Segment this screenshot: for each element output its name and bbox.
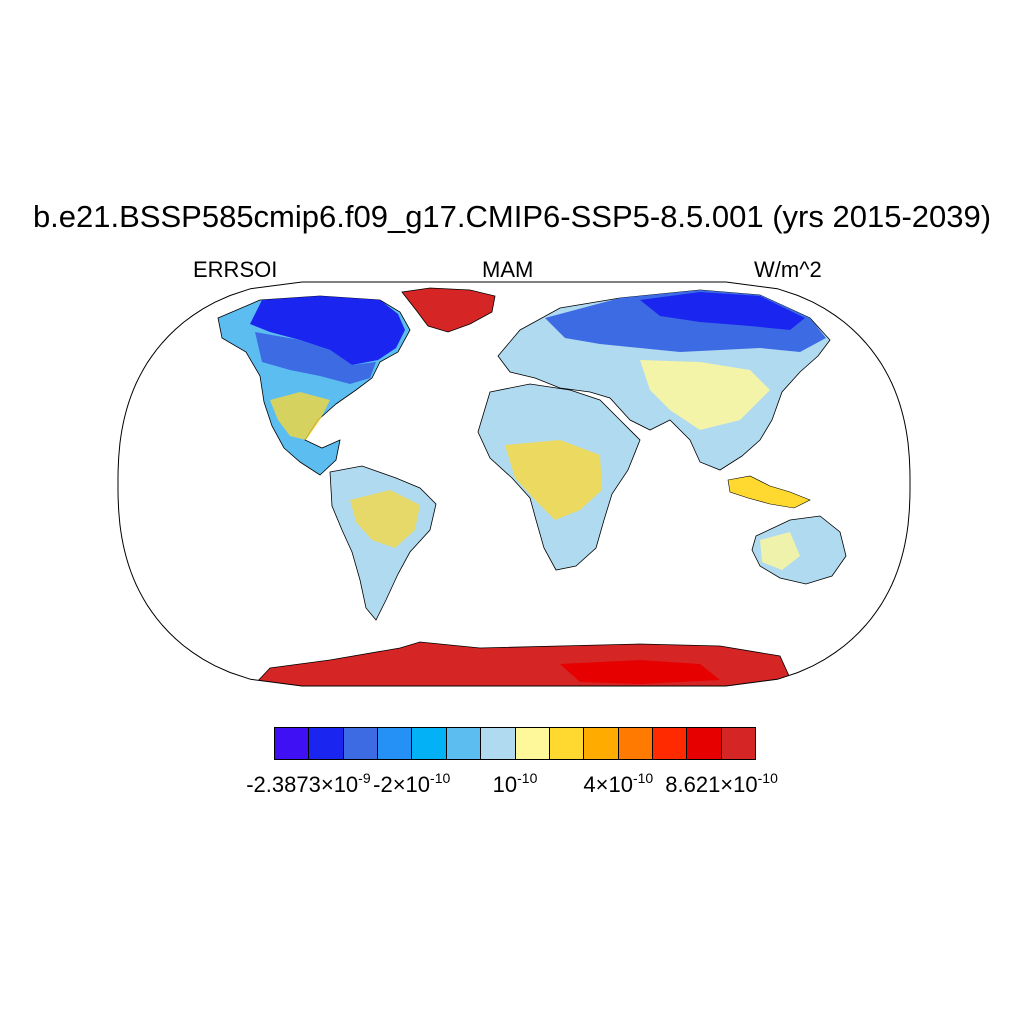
map-outline xyxy=(117,281,911,687)
tick-mantissa: 10 xyxy=(492,772,518,797)
colorbar-box xyxy=(652,728,688,759)
tick-mantissa: 8.621×10 xyxy=(665,772,758,797)
colorbar-box xyxy=(275,728,310,759)
colorbar-tick-label: 10-10 xyxy=(493,770,538,800)
colorbar-box xyxy=(446,728,482,759)
tick-exponent: -10 xyxy=(757,770,778,786)
region-south-america-yellow xyxy=(350,490,420,548)
variable-label: ERRSOI xyxy=(193,257,278,282)
units-label: W/m^2 xyxy=(754,257,822,282)
colorbar-box xyxy=(721,728,756,759)
land-antarctica xyxy=(239,641,801,686)
season-label: MAM xyxy=(482,257,534,282)
colorbar-tick-label: 8.621×10-10 xyxy=(665,770,778,800)
region-antarctica-core xyxy=(560,660,720,684)
colorbar xyxy=(274,727,756,760)
region-siberia-dark xyxy=(640,292,805,330)
plot-title: b.e21.BSSP585cmip6.f09_g17.CMIP6-SSP5-8.… xyxy=(32,199,992,234)
colorbar-box xyxy=(481,728,516,759)
colorbar-box xyxy=(309,728,344,759)
tick-exponent: -10 xyxy=(632,770,654,786)
colorbar-box xyxy=(584,728,619,759)
tick-exponent: -10 xyxy=(517,770,538,786)
colorbar-box xyxy=(515,728,550,759)
tick-exponent: -10 xyxy=(430,770,451,786)
map-field xyxy=(217,287,847,686)
colorbar-box xyxy=(549,728,585,759)
region-north-america-mid xyxy=(255,332,376,384)
tick-mantissa: -2.3873×10 xyxy=(246,772,359,797)
colorbar-tick-label: 4×10-10 xyxy=(583,770,653,800)
region-africa-yellow xyxy=(505,440,602,520)
region-australia-yellow xyxy=(760,532,800,570)
region-north-america-south xyxy=(270,392,330,440)
colorbar-box xyxy=(618,728,653,759)
colorbar-tick-label: -2×10-10 xyxy=(373,770,450,800)
land-indonesia xyxy=(727,475,811,509)
tick-mantissa: -2×10 xyxy=(373,772,431,797)
land-greenland xyxy=(401,287,496,333)
region-north-america-north xyxy=(250,296,405,365)
colorbar-box xyxy=(412,728,447,759)
colorbar-box xyxy=(343,728,379,759)
region-eurasia-yellow xyxy=(640,360,770,430)
colorbar-box xyxy=(687,728,722,759)
colorbar-box xyxy=(378,728,413,759)
tick-exponent: -9 xyxy=(358,770,371,786)
tick-mantissa: 4×10 xyxy=(583,772,633,797)
colorbar-tick-label: -2.3873×10-9 xyxy=(246,770,370,800)
